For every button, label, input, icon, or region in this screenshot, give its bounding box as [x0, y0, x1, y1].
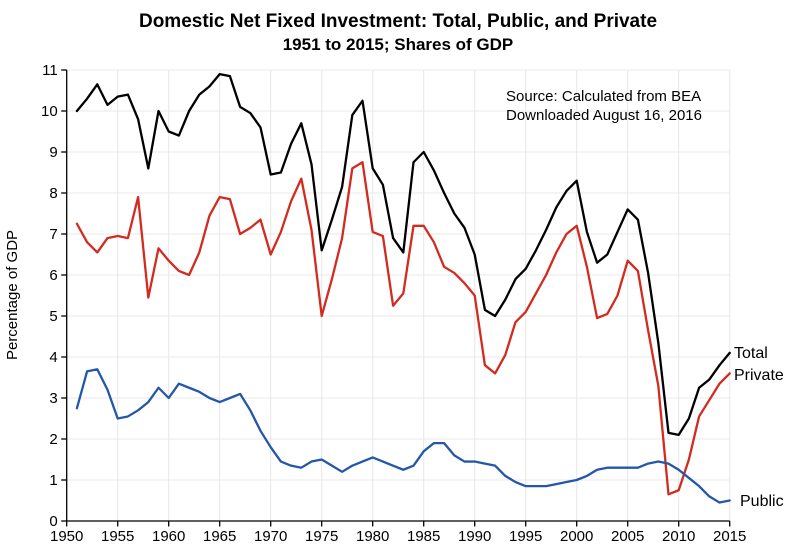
x-tick-label: 1950: [50, 528, 83, 545]
y-tick-label: 6: [49, 267, 57, 284]
source-note-line2: Downloaded August 16, 2016: [506, 107, 702, 124]
source-note-line1: Source: Calculated from BEA: [506, 88, 701, 105]
x-tick-label: 2015: [713, 528, 746, 545]
y-tick-label: 0: [49, 513, 57, 530]
x-tick-label: 2005: [611, 528, 644, 545]
y-tick-label: 1: [49, 472, 57, 489]
y-tick-label: 3: [49, 390, 57, 407]
y-tick-label: 4: [49, 349, 57, 366]
x-tick-label: 1960: [152, 528, 185, 545]
y-axis-title: Percentage of GDP: [4, 230, 21, 360]
series-label-private: Private: [734, 367, 784, 384]
data-series: [75, 72, 731, 504]
axes: [61, 69, 731, 527]
chart-subtitle: 1951 to 2015; Shares of GDP: [283, 35, 514, 54]
chart-title: Domestic Net Fixed Investment: Total, Pu…: [139, 11, 657, 32]
series-line-public: [75, 368, 731, 504]
y-tick-label: 10: [41, 103, 58, 120]
x-tick-label: 1995: [509, 528, 542, 545]
series-line-private: [75, 161, 731, 496]
y-tick-label: 11: [42, 62, 58, 79]
x-tick-label: 1965: [203, 528, 236, 545]
x-tick-label: 1975: [305, 528, 338, 545]
y-tick-label: 7: [49, 226, 57, 243]
x-tick-label: 1985: [407, 528, 440, 545]
y-tick-label: 5: [49, 308, 57, 325]
series-label-public: Public: [740, 493, 784, 510]
y-tick-label: 9: [49, 144, 57, 161]
grid-lines: [66, 69, 731, 521]
x-tick-label: 1970: [254, 528, 287, 545]
x-tick-label: 2010: [662, 528, 695, 545]
x-tick-label: 1955: [101, 528, 134, 545]
series-label-total: Total: [734, 345, 768, 362]
y-tick-label: 8: [49, 185, 57, 202]
x-tick-label: 1990: [458, 528, 491, 545]
y-tick-label: 2: [49, 431, 57, 448]
tick-labels: 1950 1955 1960 1965 1970 1975 1980 1985 1990 1995…: [41, 62, 746, 545]
x-tick-label: 1980: [356, 528, 389, 545]
x-tick-label: 2000: [560, 528, 593, 545]
series-line-total: [75, 72, 731, 437]
